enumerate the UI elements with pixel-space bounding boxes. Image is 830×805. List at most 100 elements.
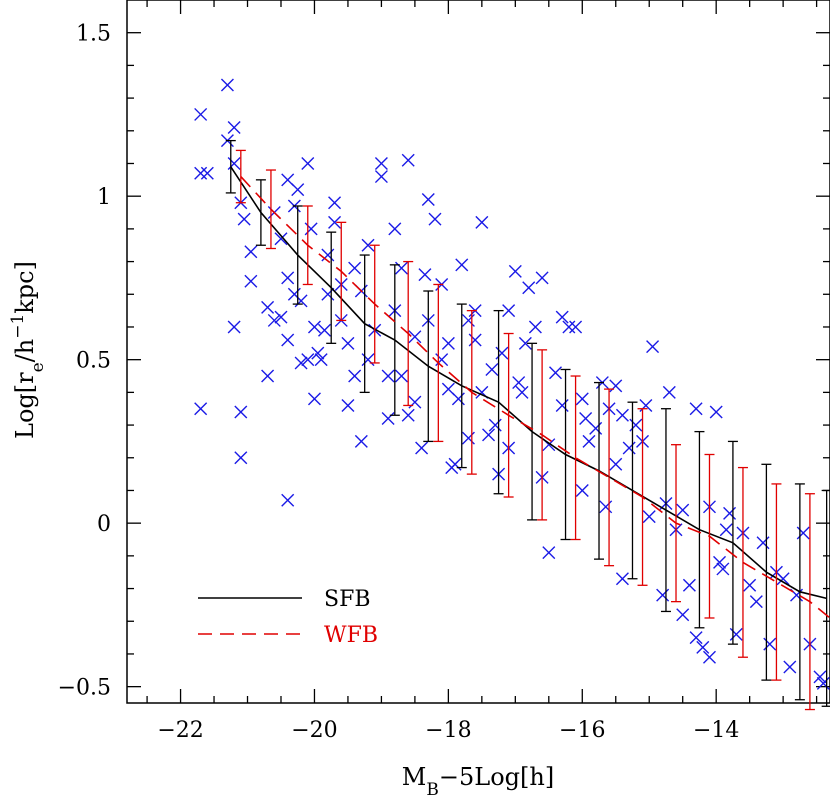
- y-axis-title-sub: e: [28, 362, 48, 372]
- scatter-point: [318, 323, 332, 337]
- scatter-point: [783, 660, 797, 674]
- scatter-point: [796, 526, 810, 540]
- x-axis-title-main: M: [402, 763, 427, 791]
- scatter-point: [749, 595, 763, 609]
- scatter-point: [756, 536, 770, 550]
- series-layer: [225, 139, 830, 711]
- x-tick-label: −18: [425, 718, 471, 743]
- scatter-point: [321, 287, 335, 301]
- legend: SFB WFB: [198, 587, 378, 648]
- scatter-point: [475, 215, 489, 229]
- scatter-points: [194, 78, 830, 690]
- scatter-point: [227, 320, 241, 334]
- scatter-point: [549, 366, 562, 380]
- series-line-sfb: [230, 166, 827, 600]
- scatter-point: [743, 578, 757, 592]
- scatter-point: [502, 304, 516, 318]
- scatter-point: [816, 676, 830, 690]
- scatter-point: [723, 506, 737, 520]
- error-bar-wfb: [570, 375, 581, 541]
- scatter-point: [304, 222, 318, 236]
- scatter-point: [194, 107, 208, 121]
- x-axis-title-sub: B: [426, 780, 439, 800]
- scatter-point: [609, 379, 623, 393]
- scatter-point: [227, 121, 241, 135]
- scatter-point: [555, 398, 569, 412]
- scatter-point: [615, 572, 629, 586]
- scatter-point: [689, 631, 703, 645]
- scatter-point: [281, 493, 295, 507]
- scatter-point: [599, 500, 613, 514]
- scatter-point: [435, 353, 449, 367]
- x-tick-label: −16: [559, 718, 605, 743]
- plot-frame: [126, 0, 830, 704]
- scatter-point: [716, 562, 730, 576]
- scatter-point: [451, 392, 465, 406]
- scatter-point: [461, 313, 475, 327]
- scatter-point: [575, 483, 589, 497]
- scatter-point: [361, 238, 375, 252]
- scatter-point: [763, 637, 777, 651]
- y-tick-label: 1.5: [76, 22, 111, 47]
- scatter-point: [535, 271, 549, 285]
- scatter-point: [401, 153, 415, 167]
- scatter-point: [194, 166, 208, 180]
- scatter-point: [261, 369, 275, 383]
- scatter-point: [482, 428, 496, 442]
- scatter-point: [495, 346, 509, 360]
- scatter-point: [642, 510, 656, 524]
- scatter-point: [445, 461, 459, 475]
- error-bar-wfb: [771, 483, 782, 681]
- scatter-point: [676, 608, 690, 622]
- scatter-point: [569, 320, 583, 334]
- scatter-point: [395, 261, 408, 275]
- scatter-point: [237, 212, 251, 226]
- scatter-point: [441, 336, 455, 350]
- scatter-point: [676, 503, 690, 517]
- y-tick-label: −0.5: [58, 676, 111, 701]
- y-tick-label: 0.5: [76, 349, 111, 374]
- scatter-point: [415, 441, 429, 455]
- scatter-point: [307, 392, 321, 406]
- scatter-point: [294, 294, 308, 308]
- scatter-point: [485, 362, 499, 376]
- scatter-point: [274, 232, 288, 246]
- scatter-point: [311, 346, 325, 360]
- scatter-point: [696, 640, 710, 654]
- scatter-point: [455, 258, 469, 272]
- scatter-point: [194, 402, 208, 416]
- x-axis-title-rest: −5Log[h]: [439, 763, 554, 791]
- scatter-point: [702, 650, 716, 664]
- x-axis-title: MB−5Log[h]: [402, 763, 554, 800]
- scatter-point: [421, 192, 435, 206]
- y-tick-label: 1: [97, 185, 111, 210]
- scatter-point: [518, 336, 532, 350]
- scatter-point: [281, 333, 295, 347]
- scatter-point: [328, 215, 342, 229]
- scatter-point: [381, 369, 395, 383]
- x-tick-label: −20: [291, 718, 337, 743]
- scatter-point: [488, 418, 502, 432]
- ticks-layer: −22 −20 −18 −16 −14 −0.5 0 0.5 1 1.5: [58, 0, 830, 743]
- scatter-point: [301, 156, 315, 170]
- legend-label-wfb: WFB: [324, 623, 378, 648]
- error-bar-wfb: [604, 388, 615, 567]
- scatter-point: [381, 412, 395, 426]
- scatter-point: [408, 330, 422, 344]
- scatter-point: [388, 222, 402, 236]
- scatter-point: [200, 166, 214, 180]
- scatter-point: [428, 212, 442, 226]
- scatter-point: [709, 405, 723, 419]
- scatter-point: [408, 395, 422, 409]
- scatter-point: [515, 385, 529, 399]
- scatter-point: [341, 336, 355, 350]
- scatter-point: [267, 313, 281, 327]
- y-tick-label: 0: [97, 512, 111, 537]
- scatter-point: [662, 385, 676, 399]
- scatter-point: [321, 248, 335, 262]
- scatter-point: [729, 627, 743, 641]
- scatter-point: [468, 333, 482, 347]
- y-axis-title-mid: /h: [11, 339, 39, 363]
- scatter-point: [395, 369, 408, 383]
- scatter-point: [508, 264, 522, 278]
